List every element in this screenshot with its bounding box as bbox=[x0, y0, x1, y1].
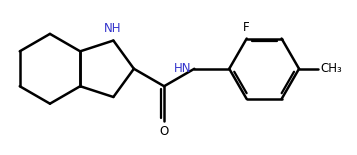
Text: NH: NH bbox=[104, 22, 121, 35]
Text: HN: HN bbox=[174, 62, 192, 75]
Text: F: F bbox=[243, 21, 250, 34]
Text: O: O bbox=[160, 125, 169, 138]
Text: CH₃: CH₃ bbox=[321, 62, 342, 75]
